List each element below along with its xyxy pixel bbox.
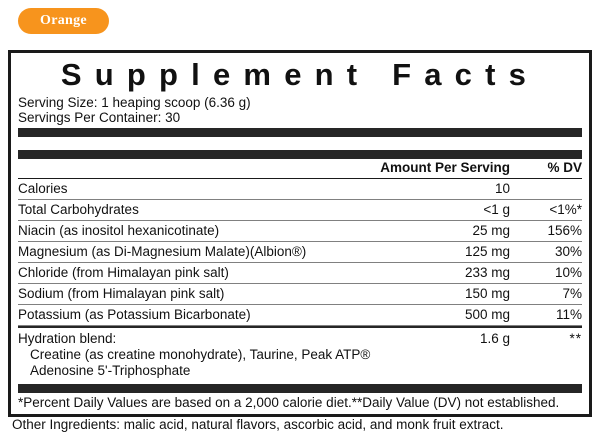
nutrient-dv: 10%	[554, 265, 582, 280]
blend-dv: **	[569, 331, 582, 346]
spacer-after-serving-info	[18, 137, 582, 149]
nutrient-name: Calories	[18, 181, 68, 196]
column-header-row: Amount Per Serving % DV	[18, 159, 582, 179]
nutrient-amount: 500 mg	[464, 307, 510, 322]
table-row: Potassium (as Potassium Bicarbonate) 500…	[18, 305, 582, 326]
nutrient-name: Magnesium (as Di-Magnesium Malate)(Albio…	[18, 244, 307, 259]
hydration-blend-group: Hydration blend: 1.6 g ** Creatine (as c…	[18, 328, 582, 383]
flavor-badge-orange[interactable]: Orange	[18, 8, 109, 35]
nutrient-amount: 25 mg	[472, 223, 510, 238]
table-row: Total Carbohydrates <1 g <1%*	[18, 200, 582, 221]
serving-size-text: Serving Size: 1 heaping scoop (6.36 g)	[18, 95, 251, 110]
nutrient-dv: 156%	[547, 223, 582, 238]
nutrient-amount: 150 mg	[464, 286, 510, 301]
nutrient-dv: <1%*	[549, 202, 582, 217]
divider-above-blend	[18, 326, 582, 328]
daily-value-footnote: *Percent Daily Values are based on a 2,0…	[18, 395, 560, 410]
table-row: Calories 10	[18, 179, 582, 200]
serving-info: Serving Size: 1 heaping scoop (6.36 g) S…	[18, 94, 582, 127]
nutrient-amount: 10	[494, 181, 510, 196]
blend-header-row: Hydration blend: 1.6 g **	[18, 331, 582, 347]
supplement-facts-panel: Supplement Facts Serving Size: 1 heaping…	[8, 50, 592, 417]
servings-per-container-text: Servings Per Container: 30	[18, 110, 181, 125]
other-ingredients-text: Other Ingredients: malic acid, natural f…	[12, 417, 504, 432]
nutrient-dv: 7%	[562, 286, 582, 301]
nutrient-name: Niacin (as inositol hexanicotinate)	[18, 223, 220, 238]
nutrient-amount: 125 mg	[464, 244, 510, 259]
nutrient-name: Potassium (as Potassium Bicarbonate)	[18, 307, 251, 322]
nutrient-dv: 30%	[554, 244, 582, 259]
divider-thick-footnote	[18, 384, 582, 393]
blend-name: Hydration blend:	[18, 331, 117, 346]
spacer-below-blend	[18, 379, 582, 383]
nutrient-name: Chloride (from Himalayan pink salt)	[18, 265, 229, 280]
flavor-badge-row: Orange	[0, 0, 600, 35]
blend-ingredients-line-1: Creatine (as creatine monohydrate), Taur…	[30, 347, 371, 362]
table-row: Sodium (from Himalayan pink salt) 150 mg…	[18, 284, 582, 305]
column-header-percent-dv: % DV	[547, 160, 582, 175]
table-row: Niacin (as inositol hexanicotinate) 25 m…	[18, 221, 582, 242]
nutrient-dv: 11%	[555, 307, 582, 322]
blend-ingredients-line-2: Adenosine 5'-Triphosphate	[30, 363, 191, 378]
column-header-amount-per-serving: Amount Per Serving	[380, 160, 510, 175]
nutrient-amount: <1 g	[483, 202, 510, 217]
page-title: Supplement Facts	[60, 57, 540, 92]
nutrient-name: Sodium (from Himalayan pink salt)	[18, 286, 225, 301]
table-row: Chloride (from Himalayan pink salt) 233 …	[18, 263, 582, 284]
nutrient-name: Total Carbohydrates	[18, 202, 139, 217]
divider-thick-header	[18, 150, 582, 159]
blend-amount: 1.6 g	[479, 331, 510, 346]
nutrient-amount: 233 mg	[464, 265, 510, 280]
table-row: Magnesium (as Di-Magnesium Malate)(Albio…	[18, 242, 582, 263]
divider-thick-top	[18, 128, 582, 137]
